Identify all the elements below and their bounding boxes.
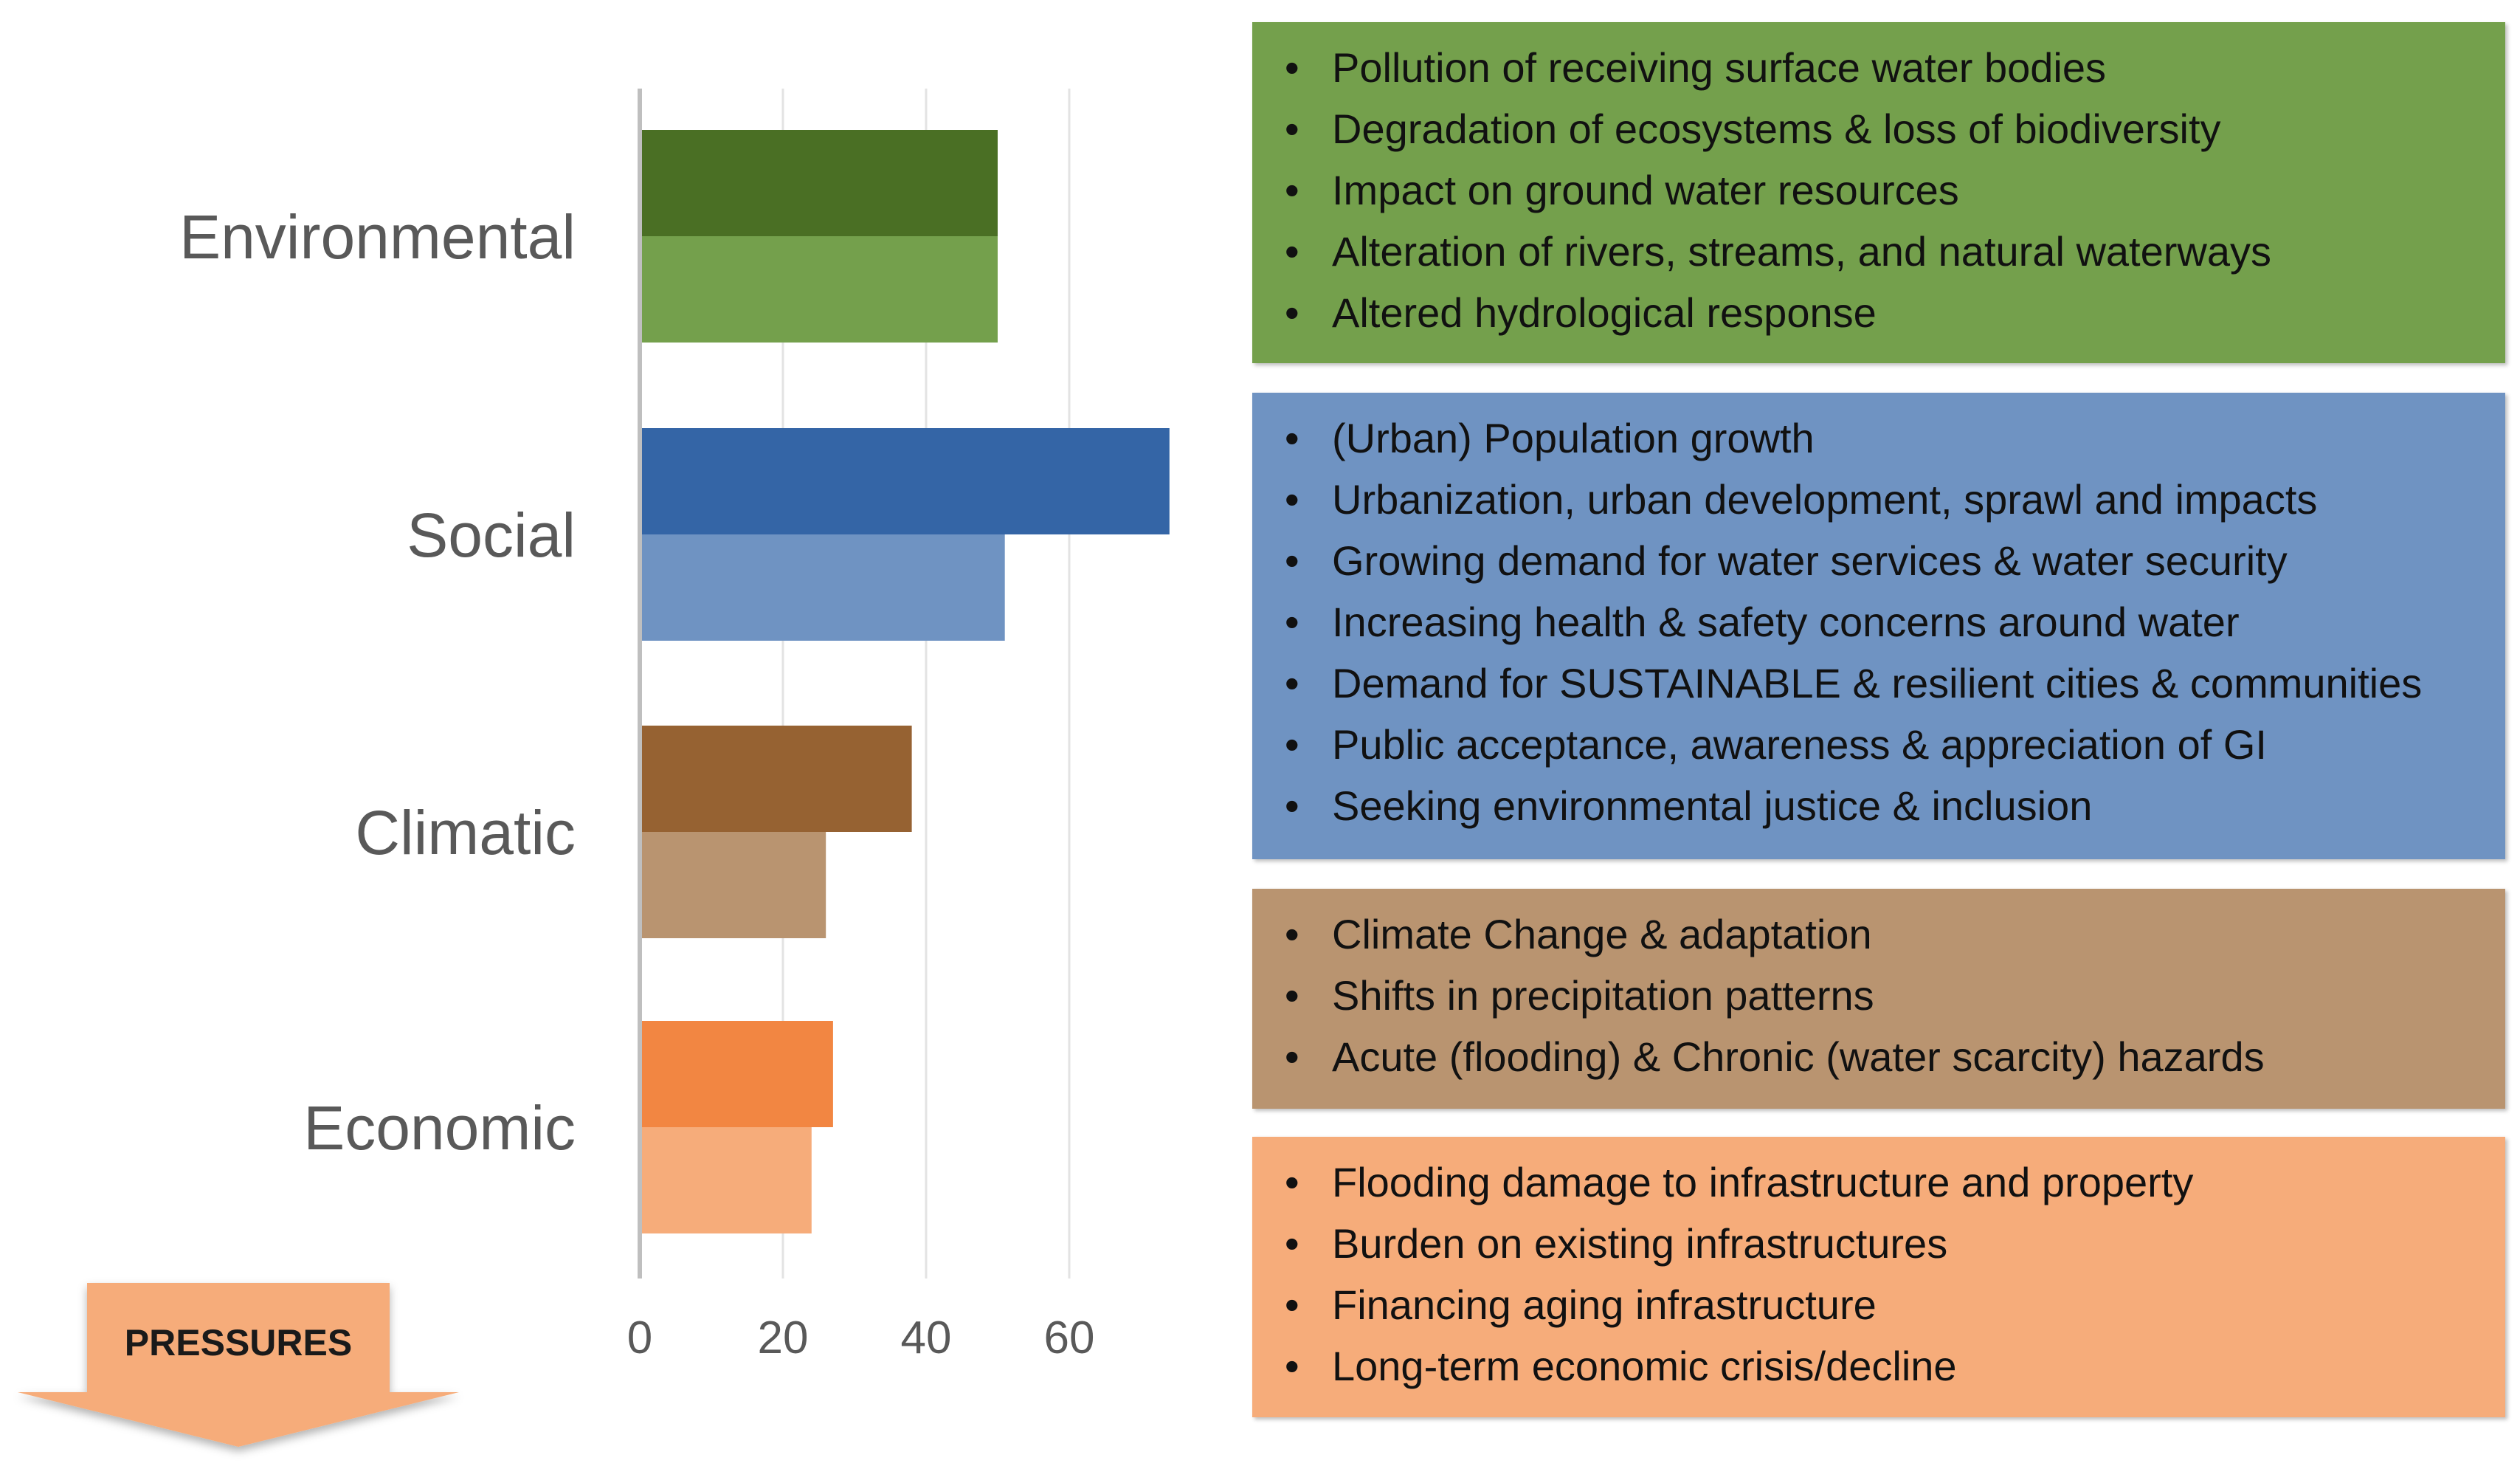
panel-climatic-list: Climate Change & adaptationShifts in pre… (1282, 904, 2476, 1087)
panel-social-item: Increasing health & safety concerns arou… (1282, 591, 2476, 653)
x-tick-label-20: 20 (758, 1312, 809, 1363)
panel-economic-item: Flooding damage to infrastructure and pr… (1282, 1152, 2476, 1213)
bar-economic-series-1 (641, 1021, 833, 1127)
pressures-arrow (18, 1283, 459, 1447)
panel-climatic-item: Climate Change & adaptation (1282, 904, 2476, 965)
panel-environmental-item: Degradation of ecosystems & loss of biod… (1282, 98, 2476, 159)
panel-climatic-item: Shifts in precipitation patterns (1282, 965, 2476, 1026)
bar-climatic-series-2 (641, 832, 826, 938)
x-tick-label-40: 40 (901, 1312, 952, 1363)
panel-environmental-list: Pollution of receiving surface water bod… (1282, 37, 2476, 343)
panel-economic: Flooding damage to infrastructure and pr… (1252, 1137, 2505, 1417)
panel-social-item: Demand for SUSTAINABLE & resilient citie… (1282, 653, 2476, 714)
panel-environmental: Pollution of receiving surface water bod… (1252, 22, 2505, 363)
panel-economic-list: Flooding damage to infrastructure and pr… (1282, 1152, 2476, 1397)
panel-environmental-item: Alteration of rivers, streams, and natur… (1282, 221, 2476, 282)
panel-climatic: Climate Change & adaptationShifts in pre… (1252, 889, 2505, 1109)
bar-social-series-2 (641, 534, 1005, 641)
bar-economic-series-2 (641, 1127, 812, 1233)
category-label-environmental: Environmental (179, 202, 576, 272)
panel-social-item: Growing demand for water services & wate… (1282, 530, 2476, 591)
panel-environmental-item: Impact on ground water resources (1282, 159, 2476, 221)
bar-environmental-series-2 (641, 236, 998, 343)
x-tick-labels: 0 20 40 60 (627, 1312, 1095, 1363)
pressures-label: PRESSURES (125, 1322, 352, 1363)
category-label-social: Social (407, 500, 576, 570)
panel-environmental-item: Altered hydrological response (1282, 282, 2476, 343)
panel-social-item: Public acceptance, awareness & appreciat… (1282, 714, 2476, 775)
category-labels: Environmental Social Climatic Economic (179, 202, 576, 1163)
x-tick-label-60: 60 (1044, 1312, 1095, 1363)
panel-economic-item: Financing aging infrastructure (1282, 1274, 2476, 1335)
bar-climatic-series-1 (641, 726, 912, 832)
x-tick-label-0: 0 (627, 1312, 652, 1363)
panel-social: (Urban) Population growthUrbanization, u… (1252, 393, 2505, 859)
panel-economic-item: Burden on existing infrastructures (1282, 1213, 2476, 1274)
bar-environmental-series-1 (641, 130, 998, 236)
category-label-economic: Economic (303, 1093, 576, 1163)
pressures-arrow-shape (18, 1283, 459, 1447)
pressures-bar-chart: Environmental Social Climatic Economic 0 20 4… (18, 89, 1170, 1447)
panel-social-item: Seeking environmental justice & inclusio… (1282, 775, 2476, 836)
panel-economic-item: Long-term economic crisis/decline (1282, 1335, 2476, 1397)
category-label-climatic: Climatic (355, 798, 576, 867)
panel-environmental-item: Pollution of receiving surface water bod… (1282, 37, 2476, 98)
panel-climatic-item: Acute (flooding) & Chronic (water scarci… (1282, 1026, 2476, 1087)
panel-social-item: (Urban) Population growth (1282, 407, 2476, 469)
panel-social-list: (Urban) Population growthUrbanization, u… (1282, 407, 2476, 836)
bar-social-series-1 (641, 428, 1170, 534)
bars (641, 130, 1170, 1233)
panel-social-item: Urbanization, urban development, sprawl … (1282, 469, 2476, 530)
